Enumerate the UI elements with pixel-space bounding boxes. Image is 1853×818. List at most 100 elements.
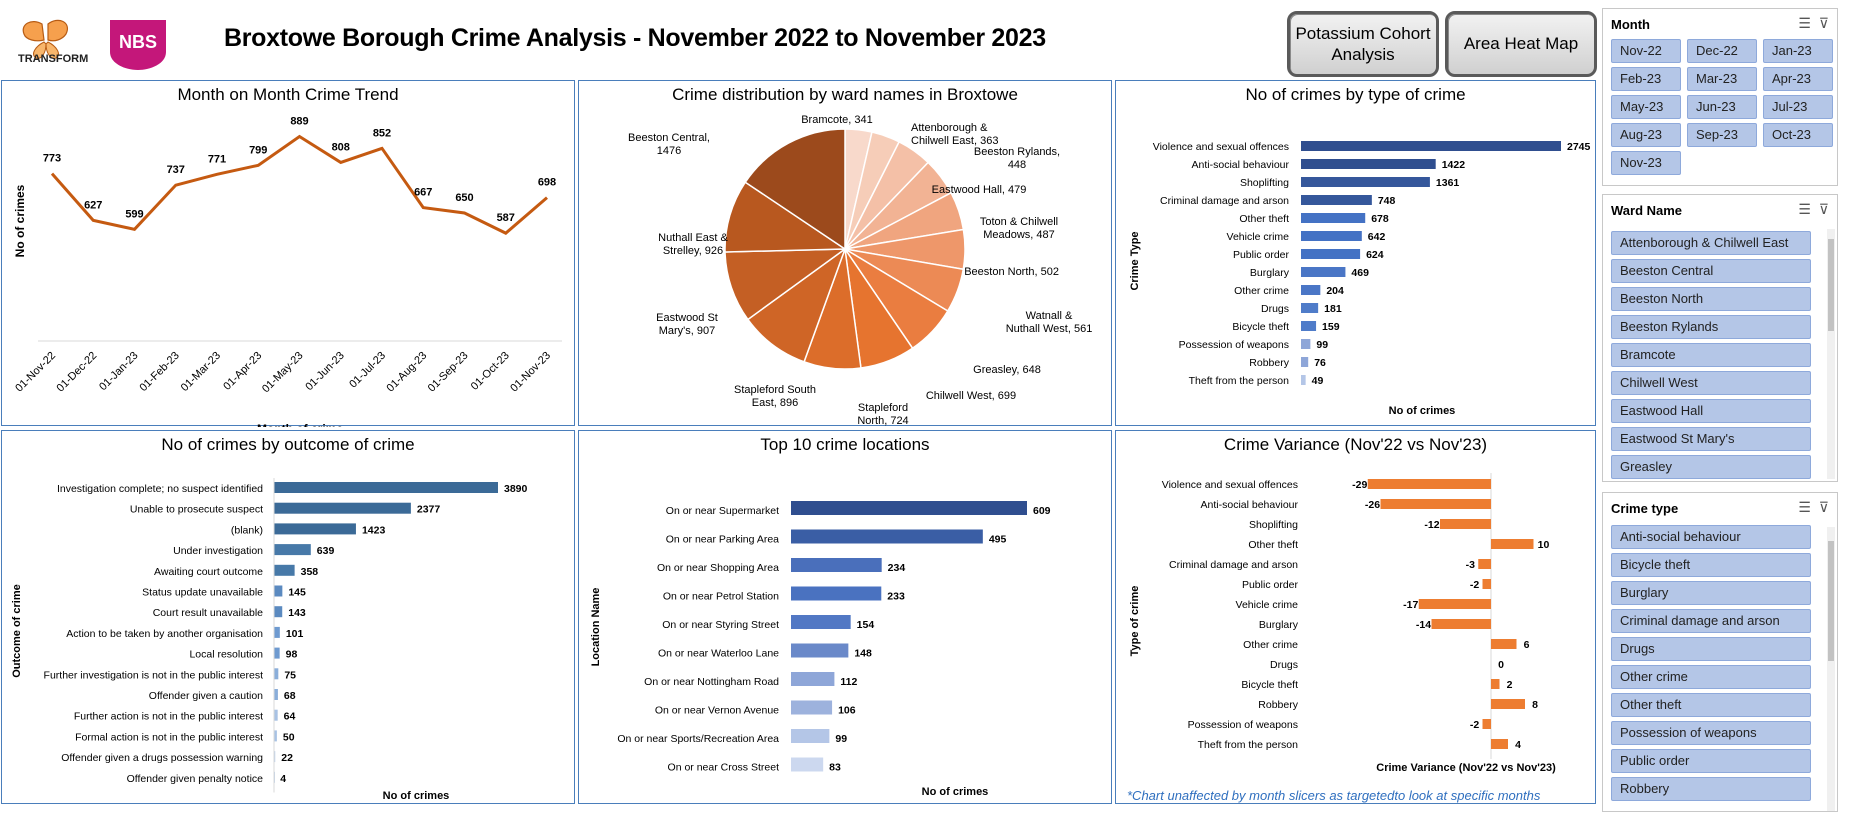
month-slicer-item[interactable]: Jan-23	[1763, 39, 1833, 63]
crime-type-slicer-item[interactable]: Public order	[1611, 749, 1811, 773]
transform-logo: TRANSFORM	[14, 18, 100, 72]
location-data-label: 495	[989, 534, 1007, 546]
clear-filter-icon[interactable]: ⊽	[1818, 499, 1829, 515]
multi-select-icon[interactable]: ☰	[1798, 201, 1811, 217]
ward-slicer-item[interactable]: Attenborough & Chilwell East	[1611, 231, 1811, 255]
type-category-label: Public order	[1233, 249, 1290, 261]
ward-slicer-item[interactable]: Chilwell West	[1611, 371, 1811, 395]
outcome-category-label: Status update unavailable	[142, 587, 263, 599]
outcome-category-label: Awaiting court outcome	[154, 566, 263, 578]
ward-slicer-item[interactable]: Eastwood St Mary's	[1611, 427, 1811, 451]
month-slicer-item[interactable]: Aug-23	[1611, 123, 1681, 147]
crime-type-slicer-scrollbar[interactable]	[1827, 527, 1835, 811]
crime-type-slicer-item[interactable]: Anti-social behaviour	[1611, 525, 1811, 549]
location-bar	[791, 757, 824, 772]
crime-type-slicer-scroll-thumb[interactable]	[1828, 541, 1834, 661]
month-slicer-item[interactable]: Jul-23	[1763, 95, 1833, 119]
type-data-label: 469	[1351, 267, 1369, 279]
trend-tick-label: 01-Aug-23	[385, 350, 430, 395]
trend-data-label: 799	[249, 144, 267, 156]
page-title: Broxtowe Borough Crime Analysis - Novemb…	[224, 24, 1046, 52]
location-category-label: On or near Shopping Area	[657, 562, 779, 574]
month-slicer-item[interactable]: Nov-22	[1611, 39, 1681, 63]
location-bar	[791, 700, 833, 715]
crime-type-slicer-item[interactable]: Burglary	[1611, 581, 1811, 605]
variance-bar	[1418, 599, 1491, 609]
area-heat-map-button[interactable]: Area Heat Map	[1445, 11, 1597, 77]
outcome-x-axis-title: No of crimes	[383, 790, 450, 802]
month-slicer-item[interactable]: Jun-23	[1687, 95, 1757, 119]
variance-y-axis-title: Type of crime	[1129, 586, 1141, 657]
crime-type-slicer-title: Crime type	[1611, 501, 1679, 516]
crime-type-slicer-item[interactable]: Criminal damage and arson	[1611, 609, 1811, 633]
outcome-bar	[274, 709, 278, 721]
outcome-category-label: Local resolution	[189, 649, 263, 661]
trend-data-label: 889	[290, 116, 308, 128]
type-data-label: 159	[1322, 321, 1340, 333]
trend-data-label: 599	[125, 208, 143, 220]
location-bar	[791, 501, 1027, 515]
trend-tick-label: 01-Oct-23	[469, 350, 512, 393]
ward-slicer-scroll-thumb[interactable]	[1828, 239, 1834, 331]
clear-filter-icon[interactable]: ⊽	[1818, 201, 1829, 217]
ward-slicer-item[interactable]: Beeston Central	[1611, 259, 1811, 283]
location-bar	[791, 529, 983, 544]
crime-type-slicer-item[interactable]: Robbery	[1611, 777, 1811, 801]
location-data-label: 112	[840, 676, 857, 688]
location-bar	[791, 672, 835, 686]
transform-logo-text: TRANSFORM	[18, 53, 88, 65]
outcome-data-label: 1423	[362, 524, 386, 536]
type-bar	[1301, 267, 1346, 277]
crime-type-slicer-item[interactable]: Bicycle theft	[1611, 553, 1811, 577]
crime-type-slicer-item[interactable]: Other theft	[1611, 693, 1811, 717]
variance-category-label: Burglary	[1259, 619, 1299, 631]
trend-data-label: 587	[497, 212, 515, 224]
type-bar	[1301, 195, 1372, 205]
multi-select-icon[interactable]: ☰	[1798, 499, 1811, 515]
type-chart: Violence and sexual offences 2745 Anti-soc…	[1129, 141, 1591, 417]
month-slicer-item[interactable]: Mar-23	[1687, 67, 1757, 91]
outcome-bar	[274, 730, 277, 742]
crime-type-slicer-item[interactable]: Other crime	[1611, 665, 1811, 689]
outcome-data-label: 50	[283, 731, 295, 743]
ward-slicer-item[interactable]: Bramcote	[1611, 343, 1811, 367]
month-slicer-item[interactable]: Nov-23	[1611, 151, 1681, 175]
pie-data-label: Eastwood Hall, 479	[932, 184, 1027, 196]
ward-slicer-item[interactable]: Greasley	[1611, 455, 1811, 479]
potassium-cohort-button[interactable]: Potassium Cohort Analysis	[1287, 11, 1439, 77]
ward-slicer-scrollbar[interactable]	[1827, 229, 1835, 479]
crime-type-slicer-item[interactable]: Possession of weapons	[1611, 721, 1811, 745]
type-bar	[1301, 159, 1436, 169]
month-slicer-item[interactable]: Dec-22	[1687, 39, 1757, 63]
type-category-label: Vehicle crime	[1227, 231, 1290, 243]
pie-data-label: Watnall &	[1026, 310, 1073, 322]
outcome-bar	[274, 668, 279, 680]
variance-category-label: Theft from the person	[1198, 739, 1299, 751]
trend-data-label: 852	[373, 127, 391, 139]
crime-type-slicer-item[interactable]: Drugs	[1611, 637, 1811, 661]
month-slicer-item[interactable]: Feb-23	[1611, 67, 1681, 91]
multi-select-icon[interactable]: ☰	[1798, 15, 1811, 31]
clear-filter-icon[interactable]: ⊽	[1818, 15, 1829, 31]
month-slicer-item[interactable]: Oct-23	[1763, 123, 1833, 147]
type-data-label: 642	[1368, 231, 1386, 243]
month-slicer-item[interactable]: Apr-23	[1763, 67, 1833, 91]
month-slicer-item[interactable]: Sep-23	[1687, 123, 1757, 147]
ward-slicer-item[interactable]: Beeston North	[1611, 287, 1811, 311]
trend-y-axis-title: No of crimes	[13, 184, 27, 257]
type-x-axis-title: No of crimes	[1389, 405, 1456, 417]
outcome-category-label: Under investigation	[173, 545, 263, 557]
trend-x-axis-title: Month of crime	[257, 422, 343, 427]
ward-slicer-item[interactable]: Eastwood Hall	[1611, 399, 1811, 423]
outcome-chart-title: No of crimes by outcome of crime	[161, 435, 415, 454]
outcome-bar	[274, 544, 311, 556]
month-slicer-item[interactable]: May-23	[1611, 95, 1681, 119]
ward-slicer-item[interactable]: Beeston Rylands	[1611, 315, 1811, 339]
location-data-label: 154	[857, 619, 875, 631]
outcome-data-label: 64	[284, 711, 296, 723]
variance-data-label: -26	[1365, 499, 1380, 511]
pie-data-label: Beeston North, 502	[964, 266, 1059, 278]
outcome-category-label: Court result unavailable	[153, 607, 263, 619]
variance-data-label: 0	[1498, 659, 1504, 671]
outcome-data-label: 3890	[504, 483, 528, 495]
